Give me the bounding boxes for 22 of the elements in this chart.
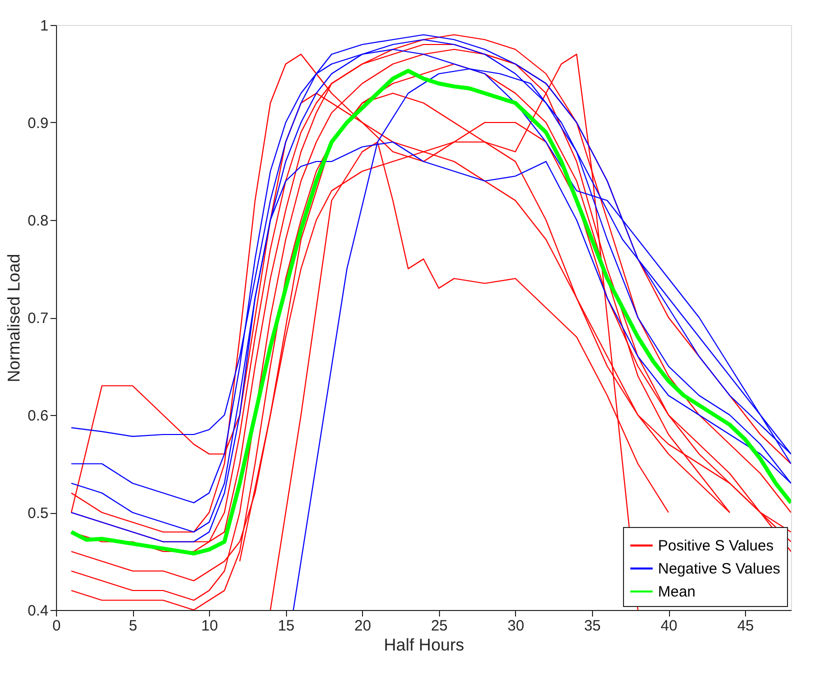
y-tick-label: 0.6: [28, 408, 48, 424]
x-tick-label: 10: [201, 618, 218, 634]
y-tick-label: 0.7: [28, 310, 48, 327]
y-axis-title: Normalised Load: [4, 254, 24, 382]
y-tick-label: 0.9: [28, 115, 48, 132]
x-tick-label: 25: [430, 618, 448, 634]
x-tick-label: 30: [508, 618, 524, 634]
x-tick-label: 20: [354, 618, 372, 634]
x-tick-label: 0: [52, 618, 61, 634]
legend-label: Positive S Values: [658, 538, 774, 554]
y-tick-label: 0.4: [28, 602, 48, 620]
legend-label: Mean: [658, 584, 696, 600]
legend-label: Negative S Values: [658, 560, 780, 578]
y-tick-label: 1: [40, 18, 48, 34]
y-tick-label: 0.5: [28, 505, 48, 522]
x-tick-label: 35: [584, 618, 601, 634]
x-tick-label: 5: [128, 618, 138, 634]
x-axis-title: Half Hours: [384, 636, 464, 654]
y-tick-label: 0.8: [28, 212, 48, 230]
x-tick-label: 15: [278, 618, 295, 634]
x-tick-label: 45: [737, 618, 754, 634]
x-tick-label: 40: [660, 618, 678, 634]
